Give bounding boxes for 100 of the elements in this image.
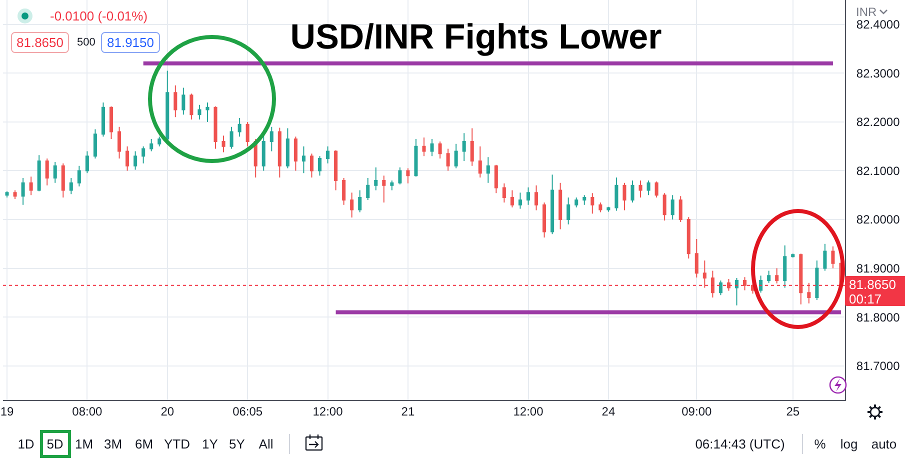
candlestick	[791, 253, 795, 258]
text: auto	[871, 436, 897, 452]
candlestick	[630, 180, 634, 203]
candlestick	[366, 178, 370, 200]
x-tick-label: 06:05	[232, 404, 263, 418]
candlestick	[13, 190, 17, 200]
candlestick	[783, 244, 787, 288]
candlestick	[510, 190, 514, 208]
candlestick	[743, 276, 747, 291]
candlestick	[550, 174, 554, 235]
text: 5Y	[229, 436, 245, 452]
candlestick	[158, 136, 162, 147]
text: 3M	[104, 436, 122, 452]
candlestick	[823, 243, 827, 272]
candlestick	[85, 150, 89, 174]
candlestick	[198, 104, 202, 120]
candlestick	[93, 128, 97, 160]
candlestick	[606, 206, 610, 212]
text: YTD	[164, 436, 190, 452]
candlestick	[294, 136, 298, 172]
annotation: 81.9150	[101, 32, 160, 53]
x-tick-label: 24	[602, 404, 616, 418]
candlestick	[190, 93, 194, 120]
text: USD/INR Fights Lower	[290, 17, 662, 56]
text: 1D	[18, 436, 34, 452]
text: INR	[856, 5, 877, 19]
candlestick	[230, 126, 234, 150]
candlestick	[734, 278, 739, 306]
candlestick	[53, 161, 57, 184]
candlestick	[590, 192, 594, 214]
candlestick	[614, 177, 618, 212]
y-tick-label: 81.9000	[856, 261, 900, 276]
candlestick	[318, 156, 322, 176]
candlestick	[815, 260, 819, 300]
x-tick-label: 12:00	[513, 404, 544, 418]
candlestick	[430, 138, 434, 157]
candlestick	[5, 190, 9, 198]
x-tick-label: 08:00	[72, 404, 103, 418]
candlestick	[494, 164, 498, 194]
candlestick	[638, 180, 642, 198]
candlestick	[358, 190, 362, 213]
candlestick	[446, 148, 450, 172]
candlestick	[45, 158, 49, 186]
candlestick	[182, 87, 186, 116]
candlestick	[382, 175, 386, 203]
candlestick	[222, 135, 226, 153]
candlestick	[310, 153, 314, 178]
ref-line-label: 81.8650	[849, 277, 896, 292]
candlestick	[518, 192, 522, 210]
candlestick	[350, 192, 354, 218]
candlestick	[582, 194, 586, 206]
candlestick	[767, 270, 771, 284]
candlestick	[29, 176, 33, 196]
text: 1Y	[202, 436, 218, 452]
annotation: 81.8650	[11, 32, 69, 53]
candlestick	[206, 102, 210, 122]
candlestick	[807, 282, 811, 304]
candlestick	[21, 178, 25, 206]
candlestick	[710, 270, 714, 298]
candlestick	[694, 238, 698, 278]
x-tick-label: 20	[160, 404, 174, 418]
candlestick	[486, 156, 490, 184]
candlestick	[37, 154, 41, 192]
text: %	[814, 436, 826, 452]
text: 6M	[134, 436, 154, 452]
y-tick-label: 82.4000	[856, 18, 900, 32]
annotation: 500	[77, 36, 96, 48]
y-tick-label: 81.8000	[856, 310, 900, 324]
text: All	[258, 436, 274, 452]
candlestick	[454, 143, 458, 169]
candlestick	[622, 182, 626, 211]
candlestick	[646, 180, 650, 196]
candlestick	[526, 186, 530, 206]
candlestick	[246, 121, 250, 147]
candlestick	[398, 166, 402, 185]
candlestick	[470, 128, 474, 166]
y-tick-label: 82.0000	[856, 212, 900, 227]
candlestick	[662, 192, 666, 221]
candlestick	[542, 202, 546, 238]
candlestick	[109, 106, 114, 140]
candlestick	[61, 162, 65, 198]
candlestick	[101, 102, 105, 138]
candlestick	[438, 140, 442, 160]
candlestick	[775, 268, 779, 284]
candlestick	[166, 70, 170, 142]
y-tick-label: 82.1000	[856, 164, 900, 178]
candlestick	[150, 138, 154, 152]
candlestick	[558, 182, 562, 230]
candlestick	[174, 84, 178, 118]
candlestick	[422, 137, 426, 157]
y-tick-label: 81.7000	[856, 359, 900, 374]
candlestick	[598, 202, 602, 213]
candlestick	[278, 127, 282, 178]
candlestick	[134, 150, 138, 170]
candlestick	[678, 196, 682, 222]
text: log	[840, 436, 858, 452]
candlestick	[69, 178, 73, 195]
candlestick	[342, 178, 346, 206]
candlestick	[238, 118, 242, 138]
x-tick-label: 21	[401, 404, 415, 418]
